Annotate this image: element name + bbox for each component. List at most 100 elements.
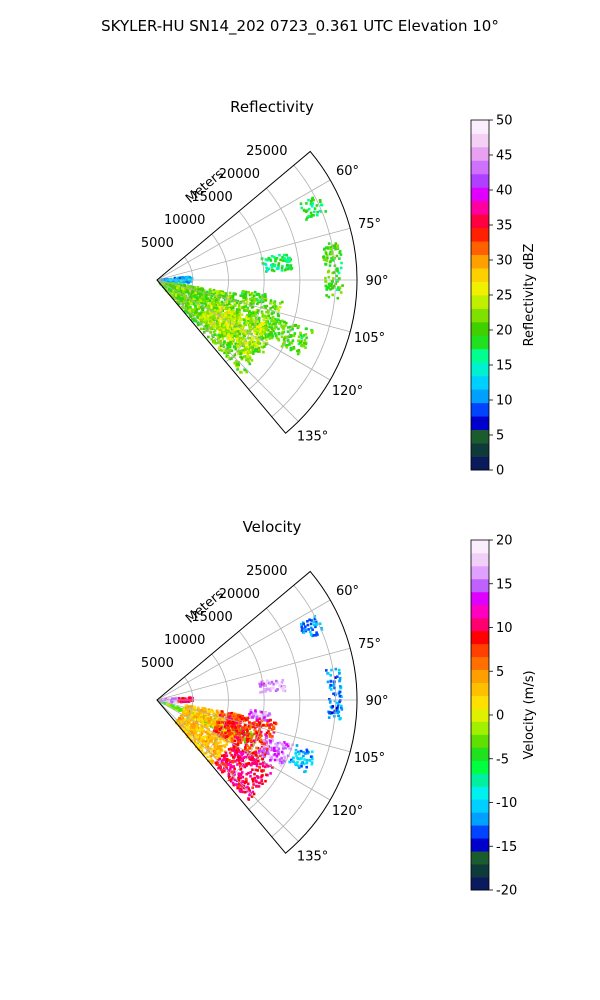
echo-gate bbox=[211, 722, 215, 726]
echo-gate bbox=[248, 357, 252, 360]
echo-gate bbox=[269, 759, 272, 762]
echo-gate bbox=[300, 626, 304, 630]
echo-gate bbox=[226, 326, 229, 329]
echo-gate bbox=[232, 770, 236, 773]
echo-gate bbox=[260, 306, 264, 309]
echo-gate bbox=[227, 733, 231, 737]
echo-gate bbox=[178, 276, 182, 280]
echo-gate bbox=[239, 757, 243, 760]
echo-gate bbox=[232, 747, 236, 750]
azimuth-tick-label: 90° bbox=[365, 694, 388, 709]
echo-gate bbox=[244, 743, 248, 747]
echo-gate bbox=[260, 769, 263, 772]
echo-gate bbox=[217, 346, 221, 350]
echo-gate bbox=[192, 302, 196, 306]
echo-gate bbox=[224, 723, 227, 727]
echo-gate bbox=[207, 736, 211, 740]
echo-gate bbox=[238, 733, 241, 736]
echo-gate bbox=[227, 713, 231, 717]
echo-gate bbox=[229, 299, 233, 303]
echo-gate bbox=[249, 318, 252, 322]
colorbar-swatch bbox=[471, 540, 489, 554]
echo-gate bbox=[211, 759, 214, 763]
echo-gate bbox=[271, 310, 274, 313]
colorbar-swatch bbox=[471, 552, 489, 567]
echo-gate bbox=[232, 755, 235, 759]
echo-gate bbox=[330, 252, 334, 256]
echo-gate bbox=[272, 726, 275, 730]
echo-gate bbox=[311, 196, 314, 200]
echo-gate bbox=[336, 675, 339, 678]
echo-gate bbox=[212, 719, 216, 723]
echo-gate bbox=[246, 730, 249, 733]
echo-gate bbox=[237, 352, 240, 355]
echo-gate bbox=[186, 714, 189, 717]
echo-gate bbox=[252, 320, 256, 323]
echo-gate bbox=[240, 771, 244, 774]
echo-gate bbox=[229, 747, 233, 750]
echo-gate bbox=[232, 717, 236, 720]
echo-gate bbox=[239, 338, 243, 341]
echo-gate bbox=[242, 324, 245, 328]
echo-gate bbox=[290, 341, 294, 345]
echo-gate bbox=[249, 346, 252, 349]
echo-gate bbox=[264, 258, 268, 261]
echo-gate bbox=[288, 760, 291, 764]
echo-gate bbox=[262, 295, 265, 298]
echo-gate bbox=[238, 341, 241, 345]
echo-gate bbox=[289, 267, 293, 271]
echo-gate bbox=[212, 331, 216, 334]
echo-gate bbox=[186, 711, 189, 715]
echo-gate bbox=[247, 360, 250, 363]
echo-gate bbox=[248, 727, 251, 731]
echo-gate bbox=[299, 331, 302, 335]
echo-gate bbox=[209, 736, 212, 739]
echo-gate bbox=[245, 738, 249, 741]
echo-gate bbox=[305, 327, 308, 331]
echo-gate bbox=[238, 306, 241, 310]
echo-gate bbox=[195, 711, 199, 715]
echo-gate bbox=[340, 261, 343, 265]
echo-gate bbox=[267, 332, 271, 336]
echo-gate bbox=[275, 743, 279, 747]
echo-gate bbox=[268, 713, 272, 717]
echo-gate bbox=[273, 753, 277, 756]
echo-gate bbox=[339, 291, 343, 294]
echo-gate bbox=[187, 285, 191, 288]
echo-gate bbox=[296, 761, 299, 764]
echo-gate bbox=[274, 259, 277, 263]
echo-gate bbox=[258, 330, 262, 334]
echo-gate bbox=[230, 717, 233, 721]
colorbar-swatch bbox=[471, 851, 489, 865]
echo-gate bbox=[198, 729, 202, 732]
echo-gate bbox=[235, 729, 239, 733]
echo-gate bbox=[239, 765, 242, 768]
colorbar-swatch bbox=[471, 682, 489, 696]
echo-gate bbox=[257, 293, 261, 296]
echo-gate bbox=[335, 701, 339, 705]
echo-gate bbox=[297, 766, 301, 769]
echo-gate bbox=[186, 721, 190, 725]
echo-gate bbox=[273, 721, 276, 725]
colorbar-swatch bbox=[471, 591, 489, 606]
echo-gate bbox=[196, 734, 200, 737]
echo-gate bbox=[234, 726, 237, 729]
echo-gate bbox=[288, 746, 291, 750]
echo-gate bbox=[333, 246, 336, 249]
echo-gate bbox=[248, 756, 252, 759]
echo-gate bbox=[340, 708, 344, 711]
echo-gate bbox=[285, 743, 288, 746]
echo-gate bbox=[238, 718, 241, 721]
echo-gate bbox=[270, 727, 274, 731]
azimuth-tick-label: 135° bbox=[297, 430, 328, 445]
echo-gate bbox=[324, 284, 328, 288]
echo-gate bbox=[281, 264, 284, 268]
echo-gate bbox=[231, 336, 234, 339]
echo-gate bbox=[230, 711, 234, 715]
echo-gate bbox=[219, 290, 222, 293]
echo-gate bbox=[259, 738, 263, 742]
echo-gate bbox=[241, 332, 245, 336]
echo-gate bbox=[273, 303, 277, 306]
echo-gate bbox=[303, 751, 307, 755]
echo-gate bbox=[246, 317, 250, 321]
